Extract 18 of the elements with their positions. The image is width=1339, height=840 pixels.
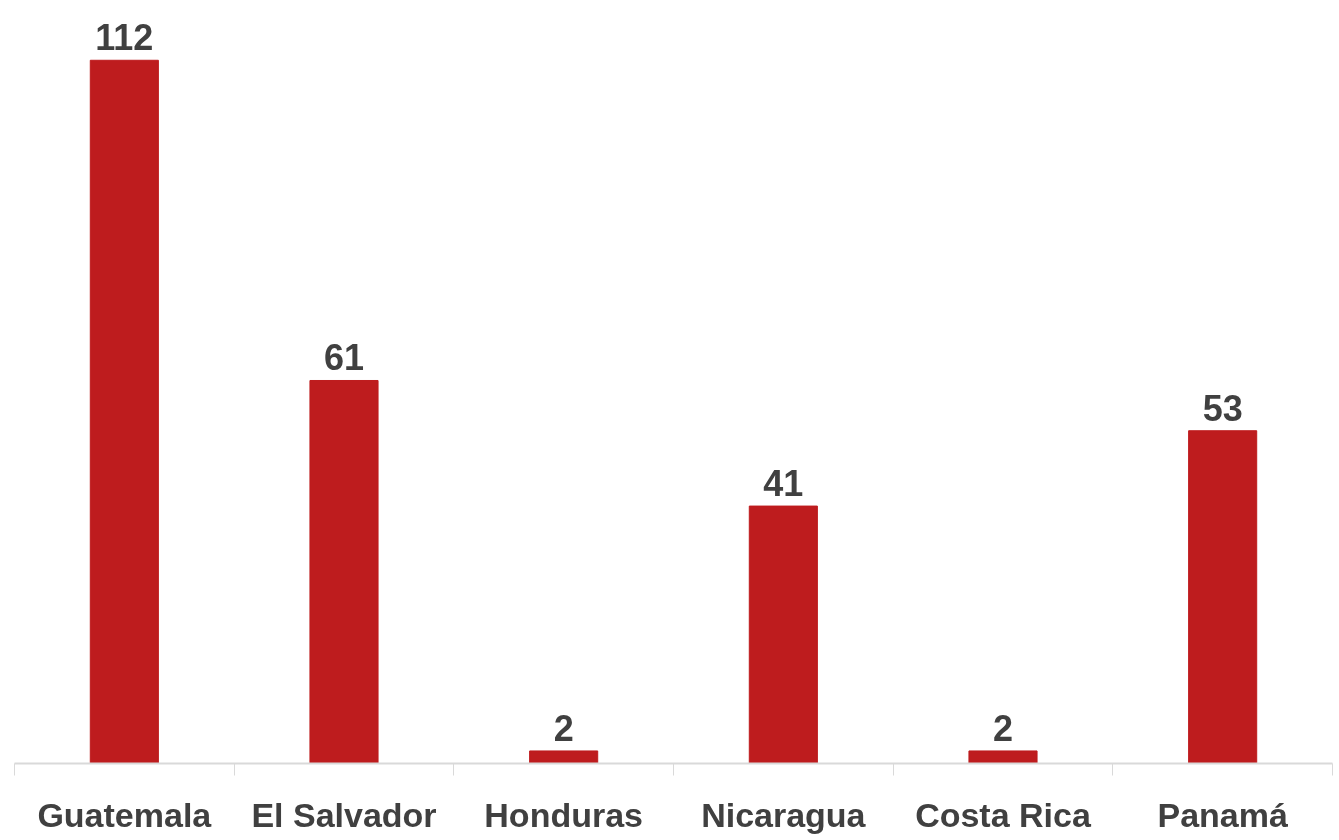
x-tick-label: El Salvador (251, 795, 437, 834)
bar (309, 379, 379, 764)
x-tick-label: Costa Rica (915, 795, 1092, 834)
data-label: 41 (763, 463, 804, 505)
bar (89, 59, 159, 764)
bar (529, 750, 599, 764)
bar (748, 505, 818, 764)
data-label: 61 (323, 337, 365, 379)
x-tick-label: Honduras (484, 795, 644, 834)
data-label: 112 (95, 17, 154, 59)
x-tick-label: Panamá (1157, 795, 1288, 834)
data-label: 2 (553, 707, 574, 749)
data-label: 2 (992, 707, 1014, 749)
data-label: 53 (1202, 387, 1243, 429)
x-tick-label: Guatemala (37, 795, 213, 834)
bar (968, 750, 1038, 764)
x-tick-label: Nicaragua (701, 795, 867, 834)
bar (1188, 430, 1258, 764)
